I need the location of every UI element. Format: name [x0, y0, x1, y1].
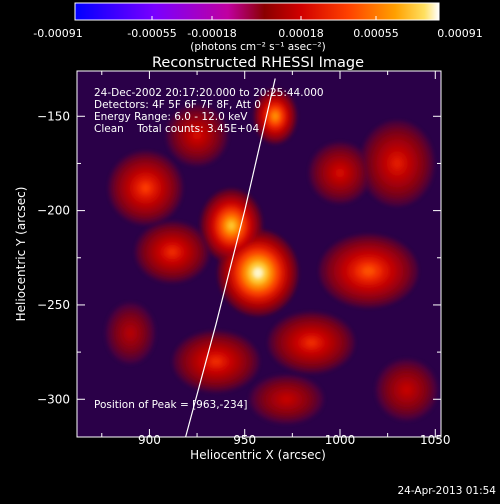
timestamp: 24-Apr-2013 01:54 — [397, 485, 496, 497]
x-tick-label: 1050 — [420, 433, 451, 447]
emission-blob — [402, 385, 412, 395]
annotation-detectors: Detectors: 4F 5F 6F 7F 8F, Att 0 — [94, 99, 261, 111]
x-tick-label: 950 — [233, 433, 256, 447]
colorbar — [74, 2, 440, 21]
emission-blob — [281, 395, 292, 403]
y-tick-label: −300 — [37, 392, 70, 406]
emission-blob — [392, 157, 403, 170]
annotation-clean-counts: Clean Total counts: 3.45E+04 — [94, 123, 259, 135]
emission-blob — [126, 328, 134, 338]
heatmap-image — [105, 89, 438, 424]
plot-frame — [76, 70, 442, 438]
annotation-peak-position: Position of Peak = [963,-234] — [94, 399, 248, 411]
colorbar-tick-label: -0.00018 — [187, 27, 236, 40]
x-tick-labels: 900 950 1000 1050 — [138, 433, 451, 447]
colorbar-tick-label: -0.00055 — [127, 27, 176, 40]
emission-blob — [192, 130, 202, 140]
emission-blob — [272, 112, 279, 121]
x-tick-label: 900 — [138, 433, 161, 447]
emission-blob — [305, 338, 318, 348]
emission-blob — [252, 266, 264, 279]
emission-blob — [335, 168, 345, 178]
colorbar-tick-label: 0.00018 — [278, 27, 324, 40]
colorbar-tick-label: 0.00091 — [437, 27, 483, 40]
emission-blob — [361, 265, 376, 277]
emission-blob — [210, 357, 223, 366]
y-tick-labels: −150 −200 −250 −300 — [37, 109, 70, 406]
colorbar-tick-label: -0.00091 — [33, 27, 82, 40]
x-axis-label: Heliocentric X (arcsec) — [190, 448, 326, 462]
axis-ticks — [77, 71, 441, 437]
emission-blob — [227, 220, 236, 231]
colorbar-tick-label: 0.00055 — [353, 27, 399, 40]
emission-blob — [167, 247, 178, 257]
y-tick-label: −150 — [37, 109, 70, 123]
solar-limb-line — [185, 78, 276, 437]
chart-title: Reconstructed RHESSI Image — [152, 55, 364, 71]
emission-blob — [140, 182, 151, 194]
y-tick-label: −200 — [37, 204, 70, 218]
colorbar-unit-label: (photons cm⁻² s⁻¹ asec⁻²) — [190, 41, 325, 53]
y-tick-label: −250 — [37, 298, 70, 312]
x-tick-label: 1000 — [325, 433, 356, 447]
colorbar-ticks — [74, 16, 440, 20]
annotation-time-range: 24-Dec-2002 20:17:20.000 to 20:25:44.000 — [94, 87, 324, 99]
annotation-energy-range: Energy Range: 6.0 - 12.0 keV — [94, 111, 248, 123]
y-axis-label: Heliocentric Y (arcsec) — [14, 187, 28, 322]
